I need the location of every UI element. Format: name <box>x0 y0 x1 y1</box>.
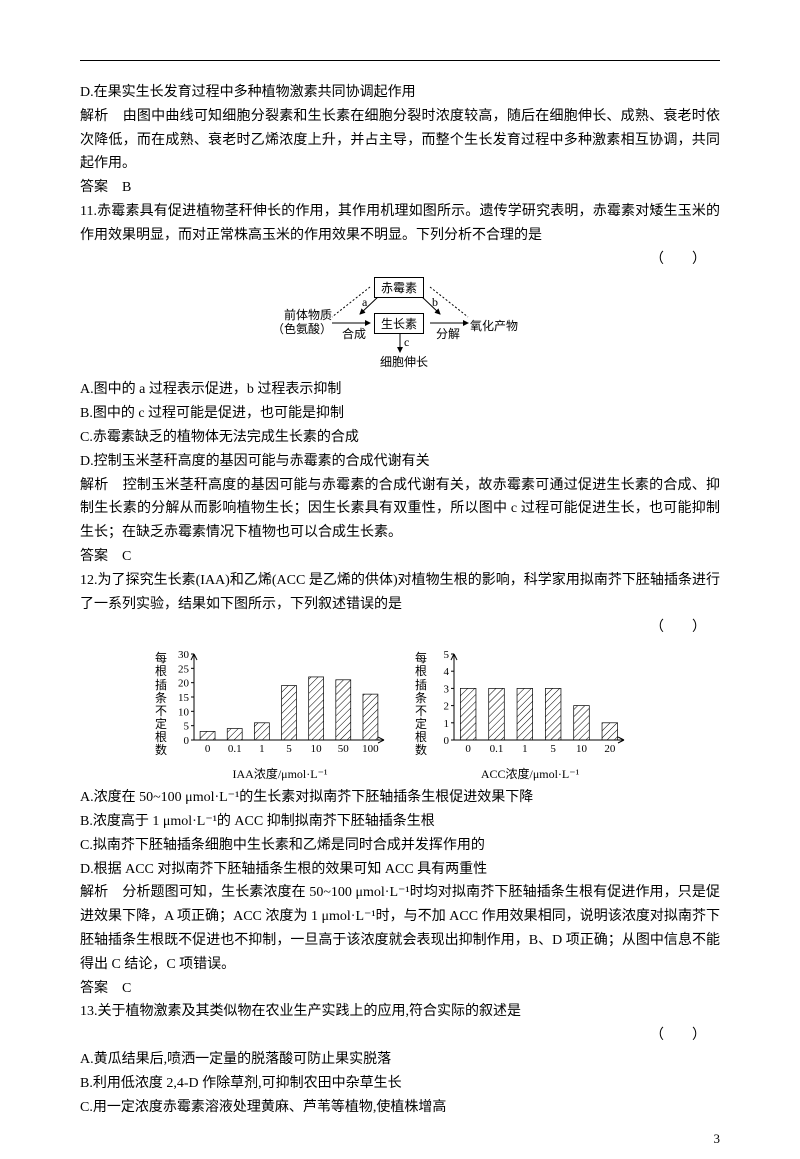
q13-optC: C.用一定浓度赤霉素溶液处理黄麻、芦苇等植物,使植株增高 <box>80 1096 720 1120</box>
svg-text:0: 0 <box>205 743 211 755</box>
d11-a: a <box>362 295 367 310</box>
q12-charts: 每根插条不定根数 05101520253000.1151050100 IAA浓度… <box>80 648 720 782</box>
svg-text:50: 50 <box>338 743 350 755</box>
q12-ans-val: C <box>122 981 131 996</box>
chart1-xlabel: IAA浓度/μmol·L⁻¹ <box>170 765 390 782</box>
ans-label: 答案 <box>80 549 108 564</box>
svg-text:2: 2 <box>444 701 450 713</box>
top-rule <box>80 60 720 61</box>
svg-text:1: 1 <box>444 718 450 730</box>
page-number: 3 <box>714 1131 721 1147</box>
ans-label: 答案 <box>80 981 108 996</box>
q12-optC: C.拟南芥下胚轴插条细胞中生长素和乙烯是同时合成并发挥作用的 <box>80 834 720 858</box>
q11-optB: B.图中的 c 过程可能是促进，也可能是抑制 <box>80 402 720 426</box>
d11-top-box: 赤霉素 <box>374 277 424 298</box>
svg-text:30: 30 <box>178 649 190 661</box>
q13-optB: B.利用低浓度 2,4-D 作除草剂,可抑制农田中杂草生长 <box>80 1072 720 1096</box>
q12-optB: B.浓度高于 1 μmol·L⁻¹的 ACC 抑制拟南芥下胚轴插条生根 <box>80 810 720 834</box>
ans-label: 答案 <box>80 180 108 195</box>
svg-text:20: 20 <box>178 678 190 690</box>
q12-optD: D.根据 ACC 对拟南芥下胚轴插条生根的效果可知 ACC 具有两重性 <box>80 858 720 882</box>
q11-ans: 答案 C <box>80 545 720 569</box>
q11-diagram: 赤霉素 生长素 前体物质（色氨酸） 氧化产物 细胞伸长 a b c 合成 分解 <box>80 277 720 372</box>
q10-expl-text: 由图中曲线可知细胞分裂素和生长素在细胞分裂时浓度较高，随后在细胞伸长、成熟、衰老… <box>80 109 720 172</box>
d11-fenjie: 分解 <box>436 325 460 342</box>
svg-text:5: 5 <box>184 721 190 733</box>
svg-text:4: 4 <box>444 666 450 678</box>
svg-text:10: 10 <box>311 743 323 755</box>
d11-mid-box: 生长素 <box>374 313 424 334</box>
q11-stem: 11.赤霉素具有促进植物茎秆伸长的作用，其作用机理如图所示。遗传学研究表明，赤霉… <box>80 200 720 248</box>
d11-b: b <box>432 295 438 310</box>
svg-text:0.1: 0.1 <box>490 743 504 755</box>
svg-text:0: 0 <box>444 735 450 747</box>
expl-label: 解析 <box>80 109 108 124</box>
svg-text:25: 25 <box>178 663 190 675</box>
d11-right: 氧化产物 <box>470 317 518 334</box>
q11-expl: 解析 控制玉米茎秆高度的基因可能与赤霉素的合成代谢有关，故赤霉素可通过促进生长素… <box>80 474 720 545</box>
d11-left: 前体物质（色氨酸） <box>270 309 332 335</box>
q10-expl: 解析 由图中曲线可知细胞分裂素和生长素在细胞分裂时浓度较高，随后在细胞伸长、成熟… <box>80 105 720 176</box>
svg-text:10: 10 <box>178 706 190 718</box>
svg-text:1: 1 <box>522 743 528 755</box>
svg-text:0.1: 0.1 <box>228 743 242 755</box>
q12-expl-text: 分析题图可知，生长素浓度在 50~100 μmol·L⁻¹时均对拟南芥下胚轴插条… <box>80 885 720 971</box>
q13-stem: 13.关于植物激素及其类似物在农业生产实践上的应用,符合实际的叙述是 <box>80 1000 720 1024</box>
d11-c: c <box>404 335 409 350</box>
d11-hecheng: 合成 <box>342 325 366 342</box>
q12-expl: 解析 分析题图可知，生长素浓度在 50~100 μmol·L⁻¹时均对拟南芥下胚… <box>80 881 720 976</box>
q13-optA: A.黄瓜结果后,喷洒一定量的脱落酸可防止果实脱落 <box>80 1048 720 1072</box>
q12-optA: A.浓度在 50~100 μmol·L⁻¹的生长素对拟南芥下胚轴插条生根促进效果… <box>80 786 720 810</box>
chart2-xlabel: ACC浓度/μmol·L⁻¹ <box>430 765 630 782</box>
q10-ans: 答案 B <box>80 176 720 200</box>
expl-label: 解析 <box>80 885 108 900</box>
q10-optD: D.在果实生长发育过程中多种植物激素共同协调起作用 <box>80 81 720 105</box>
svg-text:100: 100 <box>362 743 379 755</box>
q13-paren: （ ） <box>80 1024 720 1048</box>
svg-text:3: 3 <box>444 684 450 696</box>
q12-stem: 12.为了探究生长素(IAA)和乙烯(ACC 是乙烯的供体)对植物生根的影响，科… <box>80 569 720 617</box>
svg-text:0: 0 <box>184 735 190 747</box>
q11-optC: C.赤霉素缺乏的植物体无法完成生长素的合成 <box>80 426 720 450</box>
chart-acc: 每根插条不定根数 01234500.1151020 ACC浓度/μmol·L⁻¹ <box>430 648 630 782</box>
q11-ans-val: C <box>122 549 131 564</box>
chart-iaa: 每根插条不定根数 05101520253000.1151050100 IAA浓度… <box>170 648 390 782</box>
q11-paren: （ ） <box>80 248 720 272</box>
q10-ans-val: B <box>122 180 131 195</box>
svg-text:5: 5 <box>550 743 556 755</box>
q11-optA: A.图中的 a 过程表示促进，b 过程表示抑制 <box>80 378 720 402</box>
svg-text:10: 10 <box>576 743 588 755</box>
chart2-ylabel: 每根插条不定根数 <box>414 652 428 758</box>
q11-expl-text: 控制玉米茎秆高度的基因可能与赤霉素的合成代谢有关，故赤霉素可通过促进生长素的合成… <box>80 478 720 541</box>
expl-label: 解析 <box>80 478 108 493</box>
svg-text:20: 20 <box>604 743 616 755</box>
q12-ans: 答案 C <box>80 977 720 1001</box>
svg-text:5: 5 <box>444 649 450 661</box>
q11-optD: D.控制玉米茎秆高度的基因可能与赤霉素的合成代谢有关 <box>80 450 720 474</box>
svg-text:5: 5 <box>286 743 292 755</box>
chart1-ylabel: 每根插条不定根数 <box>154 652 168 758</box>
svg-text:15: 15 <box>178 692 190 704</box>
svg-text:1: 1 <box>259 743 265 755</box>
svg-text:0: 0 <box>465 743 471 755</box>
d11-bottom: 细胞伸长 <box>380 353 428 370</box>
q12-paren: （ ） <box>80 616 720 640</box>
